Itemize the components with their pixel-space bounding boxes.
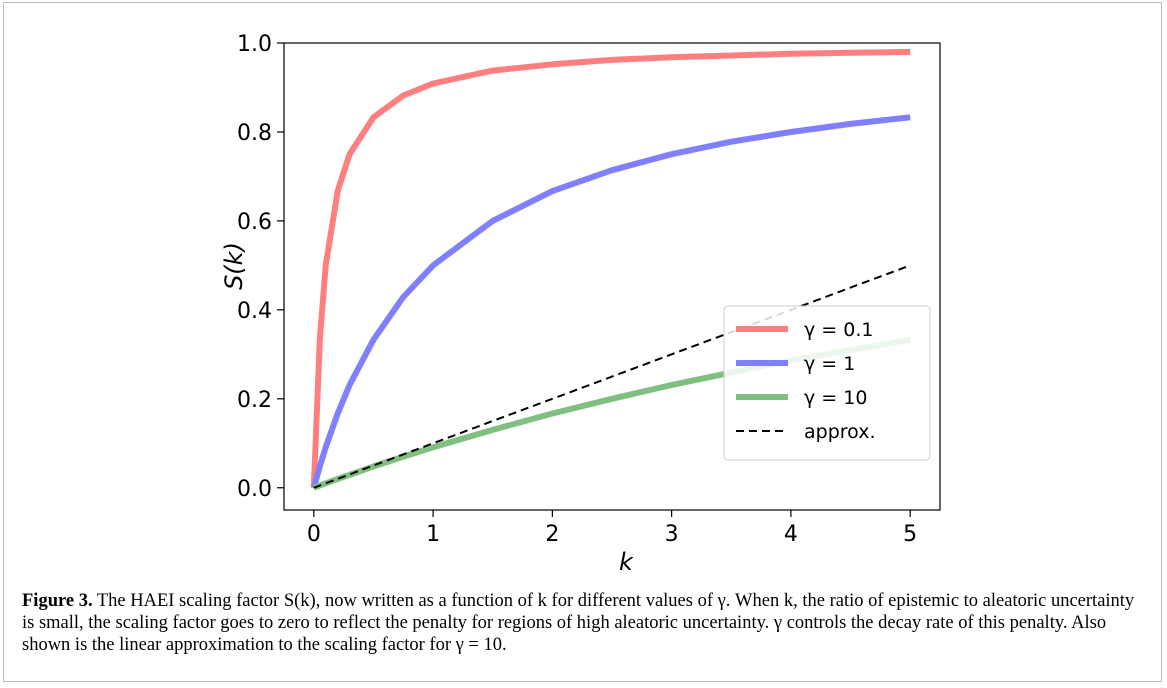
y-tick-label: 0.2 bbox=[237, 388, 272, 413]
series-line-1 bbox=[310, 48, 911, 488]
y-tick-label: 0.6 bbox=[237, 210, 272, 235]
caption-label: Figure 3. bbox=[22, 591, 93, 611]
figure-frame bbox=[3, 2, 1162, 682]
legend: γ = 0.1 γ = 1 γ = 10 approx. bbox=[723, 305, 931, 461]
x-tick-label: 0 bbox=[307, 522, 321, 547]
x-axis-label: k bbox=[619, 548, 634, 576]
legend-label-1: γ = 0.1 bbox=[804, 319, 873, 341]
y-axis-label: S(k) bbox=[220, 242, 248, 290]
plot-series bbox=[310, 48, 911, 491]
y-tick-label: 1.0 bbox=[237, 32, 272, 57]
series-line-2 bbox=[310, 114, 911, 489]
axes bbox=[283, 42, 941, 511]
x-tick-label: 2 bbox=[545, 522, 559, 547]
x-tick-label: 5 bbox=[903, 522, 917, 547]
y-tick-label: 0.8 bbox=[237, 121, 272, 146]
legend-box bbox=[723, 305, 931, 461]
y-tick-label: 0.4 bbox=[237, 299, 272, 324]
plot-frame bbox=[283, 42, 941, 511]
legend-label-3: γ = 10 bbox=[804, 387, 867, 409]
legend-label-2: γ = 1 bbox=[804, 353, 855, 375]
line-chart: 0 1 2 3 4 50.00.20.40.60.81.0 k S(k) γ = 0.1γ… bbox=[220, 32, 941, 576]
x-tick-label: 4 bbox=[784, 522, 798, 547]
x-tick-label: 1 bbox=[426, 522, 440, 547]
legend-label-4: approx. bbox=[804, 421, 875, 443]
caption-text: The HAEI scaling factor S(k), now writte… bbox=[22, 591, 1135, 655]
figure-caption: Figure 3. The HAEI scaling factor S(k), … bbox=[22, 590, 1142, 656]
ticks: 0 1 2 3 4 5 0.0 0.2 0.4 0.6 0.8 1.0 bbox=[237, 32, 917, 547]
y-tick-label: 0.0 bbox=[237, 477, 272, 502]
series-line-4 bbox=[313, 264, 911, 489]
x-tick-label: 3 bbox=[665, 522, 679, 547]
